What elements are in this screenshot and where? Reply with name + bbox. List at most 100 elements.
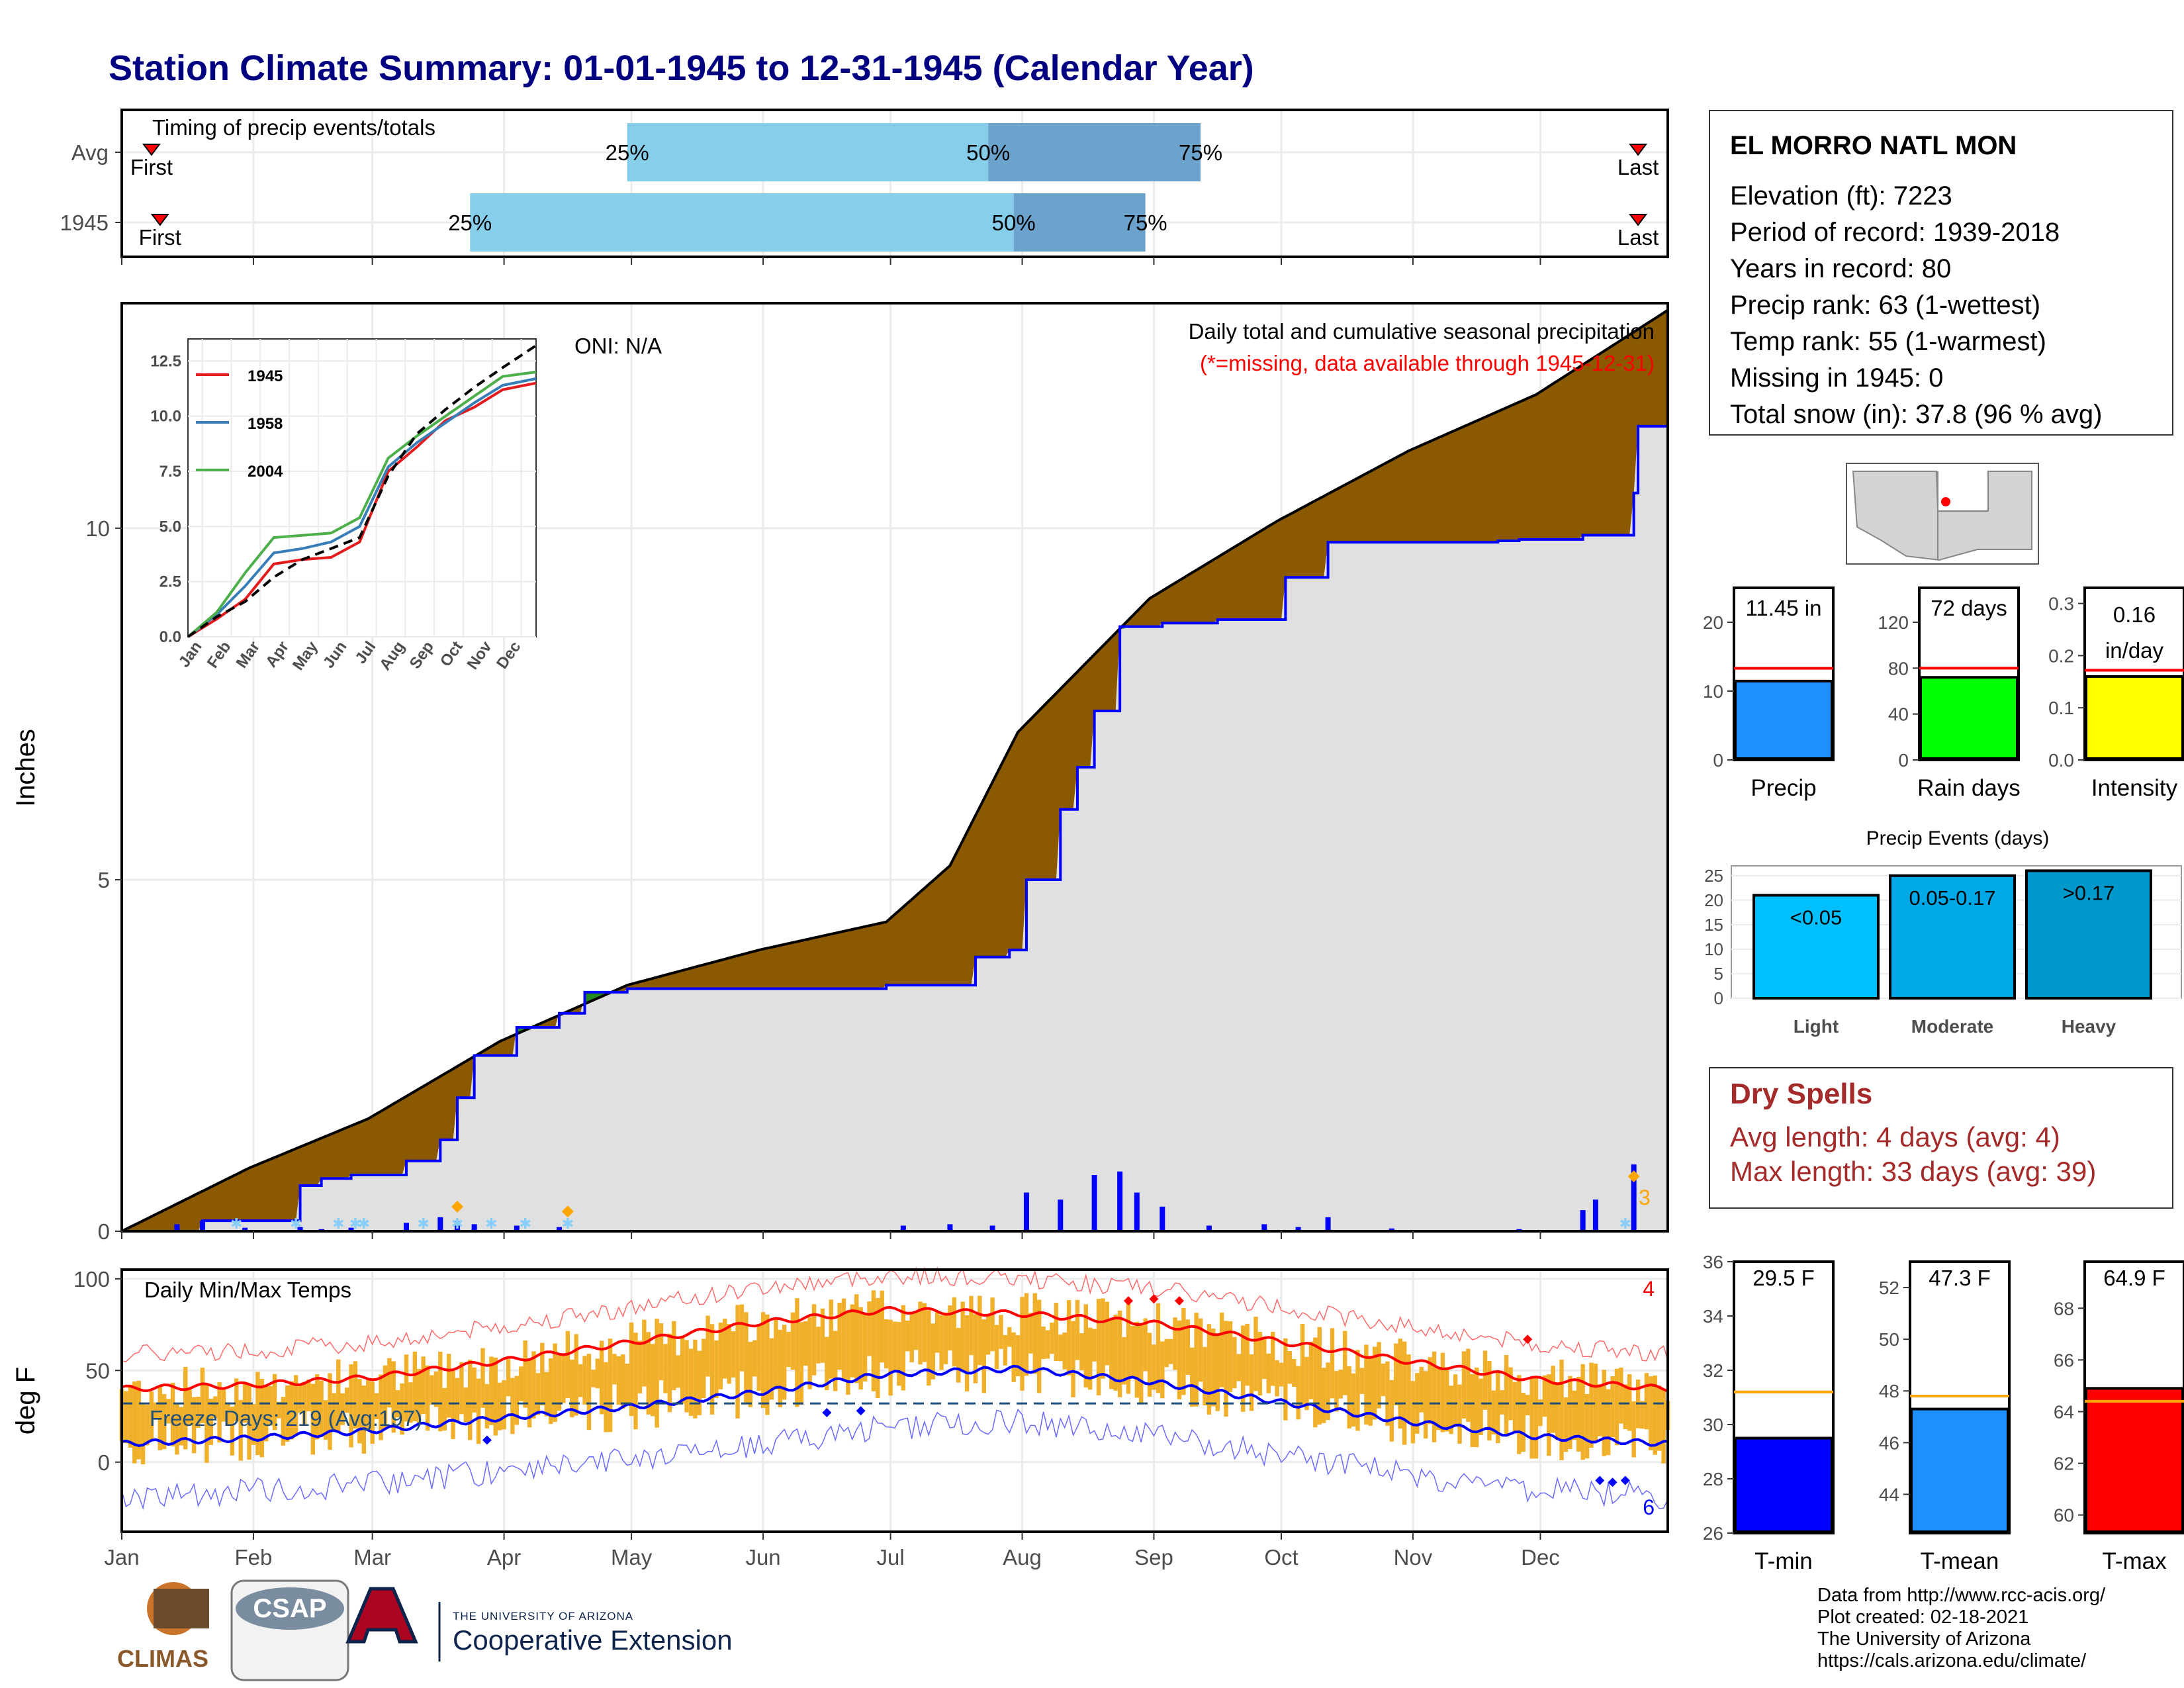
daily-temp-bar: [1406, 1354, 1411, 1422]
daily-temp-bar: [289, 1381, 294, 1440]
daily-temp-bar: [680, 1336, 685, 1404]
daily-temp-bar: [535, 1373, 541, 1415]
month-axis-label: Oct: [1264, 1545, 1298, 1570]
station-elevation: Elevation (ft): 7223: [1730, 181, 1952, 211]
events-ytick-label: 10: [1704, 939, 1723, 959]
daily-temp-bar: [349, 1364, 353, 1448]
daily-precip-bar: [1117, 1171, 1123, 1231]
station-years: Years in record: 80: [1730, 254, 1952, 283]
daily-temp-bar: [718, 1323, 723, 1389]
daily-temp-bar: [191, 1397, 197, 1454]
daily-temp-bar: [1321, 1368, 1326, 1423]
daily-temp-bar: [315, 1374, 320, 1440]
timing-first-label: First: [130, 155, 173, 179]
precip-ytick-label: 5: [98, 868, 110, 892]
ua-logo-line1: THE UNIVERSITY OF ARIZONA: [453, 1610, 634, 1622]
daily-temp-bar: [158, 1385, 162, 1450]
daily-temp-bar: [489, 1356, 494, 1425]
daily-temp-bar: [391, 1361, 396, 1433]
daily-temp-bar: [1385, 1361, 1390, 1426]
events-ytick-label: 20: [1704, 890, 1723, 910]
daily-temp-bar: [702, 1338, 706, 1399]
daily-temp-bar: [149, 1391, 154, 1440]
daily-temp-bar: [1177, 1320, 1182, 1399]
event-bar-label: 0.05-0.17: [1909, 886, 1996, 910]
temp-bar-value-bar: [1734, 1436, 1833, 1533]
inset-ytick-label: 10.0: [150, 408, 181, 426]
daily-temp-bar: [132, 1381, 137, 1464]
daily-precip-bar: [174, 1224, 180, 1231]
daily-temp-bar: [901, 1305, 906, 1391]
credit-source: Data from http://www.rcc-acis.org/: [1817, 1585, 2106, 1606]
daily-temp-bar: [672, 1321, 676, 1391]
daily-temp-bar: [1351, 1373, 1356, 1427]
daily-temp-bar: [574, 1334, 578, 1416]
daily-temp-bar: [931, 1323, 935, 1380]
daily-temp-bar: [400, 1383, 404, 1435]
daily-temp-bar: [332, 1393, 337, 1432]
event-category-label: Light: [1794, 1016, 1839, 1037]
daily-temp-bar: [612, 1354, 617, 1385]
temp-ytick-label: 100: [73, 1267, 110, 1291]
observed-cumulative-line: [122, 424, 1668, 1233]
daily-temp-bar: [578, 1364, 583, 1397]
daily-temp-bar: [1347, 1366, 1351, 1429]
daily-temp-bar: [697, 1350, 702, 1415]
daily-temp-bar: [1479, 1378, 1483, 1436]
daily-temp-bar: [727, 1324, 731, 1384]
record-low-marker-icon: [1608, 1477, 1617, 1487]
daily-temp-bar: [565, 1331, 570, 1398]
daily-temp-bar: [154, 1402, 158, 1419]
daily-temp-bar: [1508, 1367, 1513, 1421]
daily-temp-bar: [1092, 1329, 1097, 1362]
temp-bar-value-label: 47.3 F: [1929, 1266, 1991, 1290]
daily-temp-bar: [344, 1387, 349, 1413]
daily-temp-bar: [140, 1402, 146, 1465]
daily-precip-bar: [199, 1221, 205, 1231]
snow-marker-icon: ✱: [1619, 1215, 1631, 1232]
daily-temp-bar: [1270, 1331, 1275, 1386]
daily-precip-bar: [403, 1223, 409, 1231]
daily-precip-bar: [1058, 1199, 1064, 1231]
daily-temp-bar: [659, 1323, 664, 1381]
daily-precip-bar: [1295, 1227, 1301, 1231]
daily-temp-bar: [1117, 1310, 1122, 1397]
summary-bar-0-ytick-label: 10: [1703, 681, 1723, 702]
daily-temp-bar: [476, 1378, 481, 1444]
daily-temp-bar: [255, 1372, 260, 1456]
daily-temp-bar: [323, 1400, 328, 1440]
summary-bar-2-ytick-label: 0.1: [2048, 698, 2074, 718]
daily-temp-bar: [1096, 1299, 1101, 1395]
daily-temp-bar: [752, 1340, 757, 1377]
daily-temp-bar: [455, 1378, 460, 1421]
daily-temp-bar: [1580, 1364, 1585, 1460]
daily-temp-bar: [1224, 1321, 1228, 1417]
daily-temp-bar: [756, 1324, 761, 1391]
daily-precip-bar: [348, 1227, 354, 1231]
daily-precip-bar: [900, 1225, 906, 1231]
daily-temp-bar: [1338, 1370, 1343, 1399]
temp-bar-ytick-label: 26: [1703, 1523, 1723, 1544]
daily-temp-bar: [1185, 1319, 1191, 1375]
temp-bar-name: T-min: [1754, 1548, 1813, 1574]
record-low-marker-icon: [482, 1435, 492, 1445]
daily-temp-bar: [527, 1358, 532, 1428]
summary-bar-0-ytick-label: 0: [1713, 750, 1723, 771]
daily-temp-bar: [1228, 1321, 1233, 1392]
daily-temp-bar: [1139, 1323, 1144, 1404]
daily-temp-bar: [1257, 1332, 1263, 1396]
month-axis-label: Jul: [876, 1545, 904, 1570]
daily-temp-bar: [973, 1314, 978, 1383]
snow-marker-icon: ✱: [417, 1215, 429, 1232]
daily-temp-bar: [1496, 1372, 1500, 1444]
timing-quartile-bar-Avg: [627, 123, 989, 181]
daily-temp-bar: [1245, 1323, 1250, 1386]
daily-temp-bar: [1160, 1341, 1165, 1399]
station-info-box: EL MORRO NATL MON Elevation (ft): 7223 P…: [1709, 110, 2173, 436]
daily-temp-bar: [1126, 1303, 1131, 1394]
inset-legend-label: 1958: [248, 415, 283, 433]
temp-bar-ytick-label: 62: [2054, 1454, 2074, 1474]
timing-quartile-bar-upper-1945: [1013, 193, 1146, 252]
daily-temp-bar: [1041, 1326, 1046, 1359]
daily-temp-bar: [484, 1383, 490, 1429]
